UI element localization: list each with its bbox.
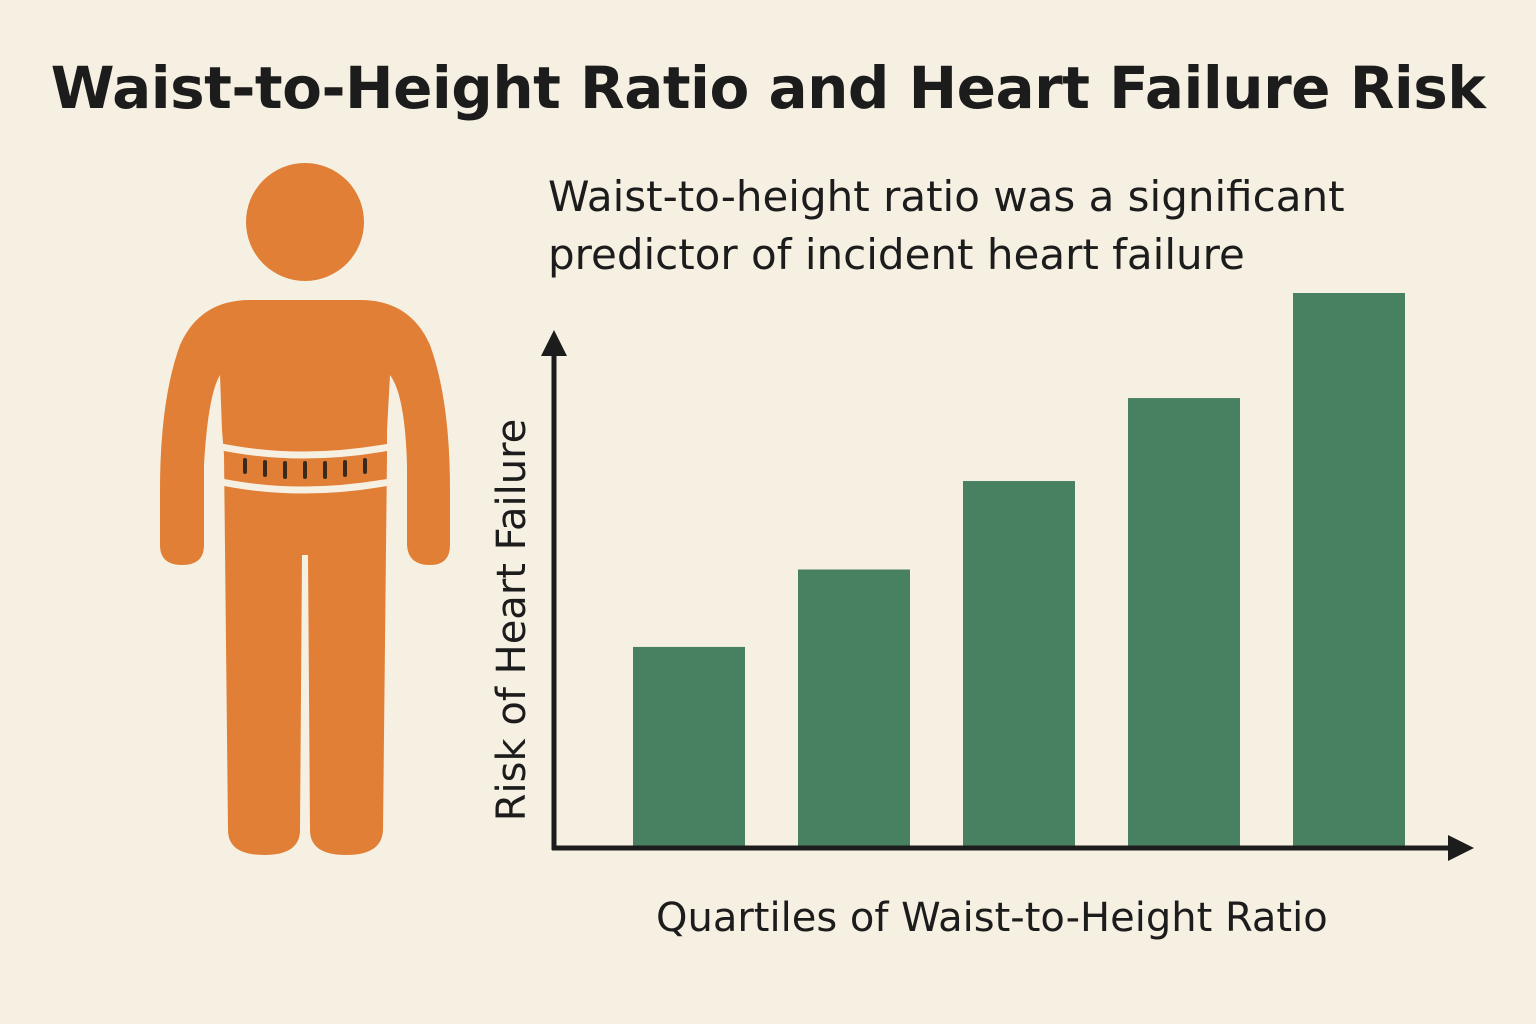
bar-quartile-1 <box>633 646 745 846</box>
waist-tape-ticks <box>243 458 367 479</box>
bar-quartile-5 <box>1293 293 1405 846</box>
y-axis-arrow-icon <box>541 330 567 356</box>
subtitle-line-2: predictor of incident heart failure <box>548 230 1245 279</box>
axes <box>541 330 1474 861</box>
bars <box>633 293 1405 846</box>
figure-body <box>160 163 450 855</box>
chart-title: Waist-to-Height Ratio and Heart Failure … <box>50 54 1486 122</box>
y-axis-label: Risk of Heart Failure <box>489 418 535 822</box>
x-axis-label: Quartiles of Waist-to-Height Ratio <box>656 895 1328 941</box>
x-axis-arrow-icon <box>1448 835 1474 861</box>
chart-subtitle: Waist-to-height ratio was a significant p… <box>548 168 1448 284</box>
person-waist-measure-icon <box>160 163 450 855</box>
bar-quartile-3 <box>963 481 1075 846</box>
waist-tape-outline <box>208 440 404 494</box>
bar-quartile-4 <box>1128 398 1240 846</box>
subtitle-line-1: Waist-to-height ratio was a significant <box>548 172 1345 221</box>
bar-quartile-2 <box>798 569 910 846</box>
